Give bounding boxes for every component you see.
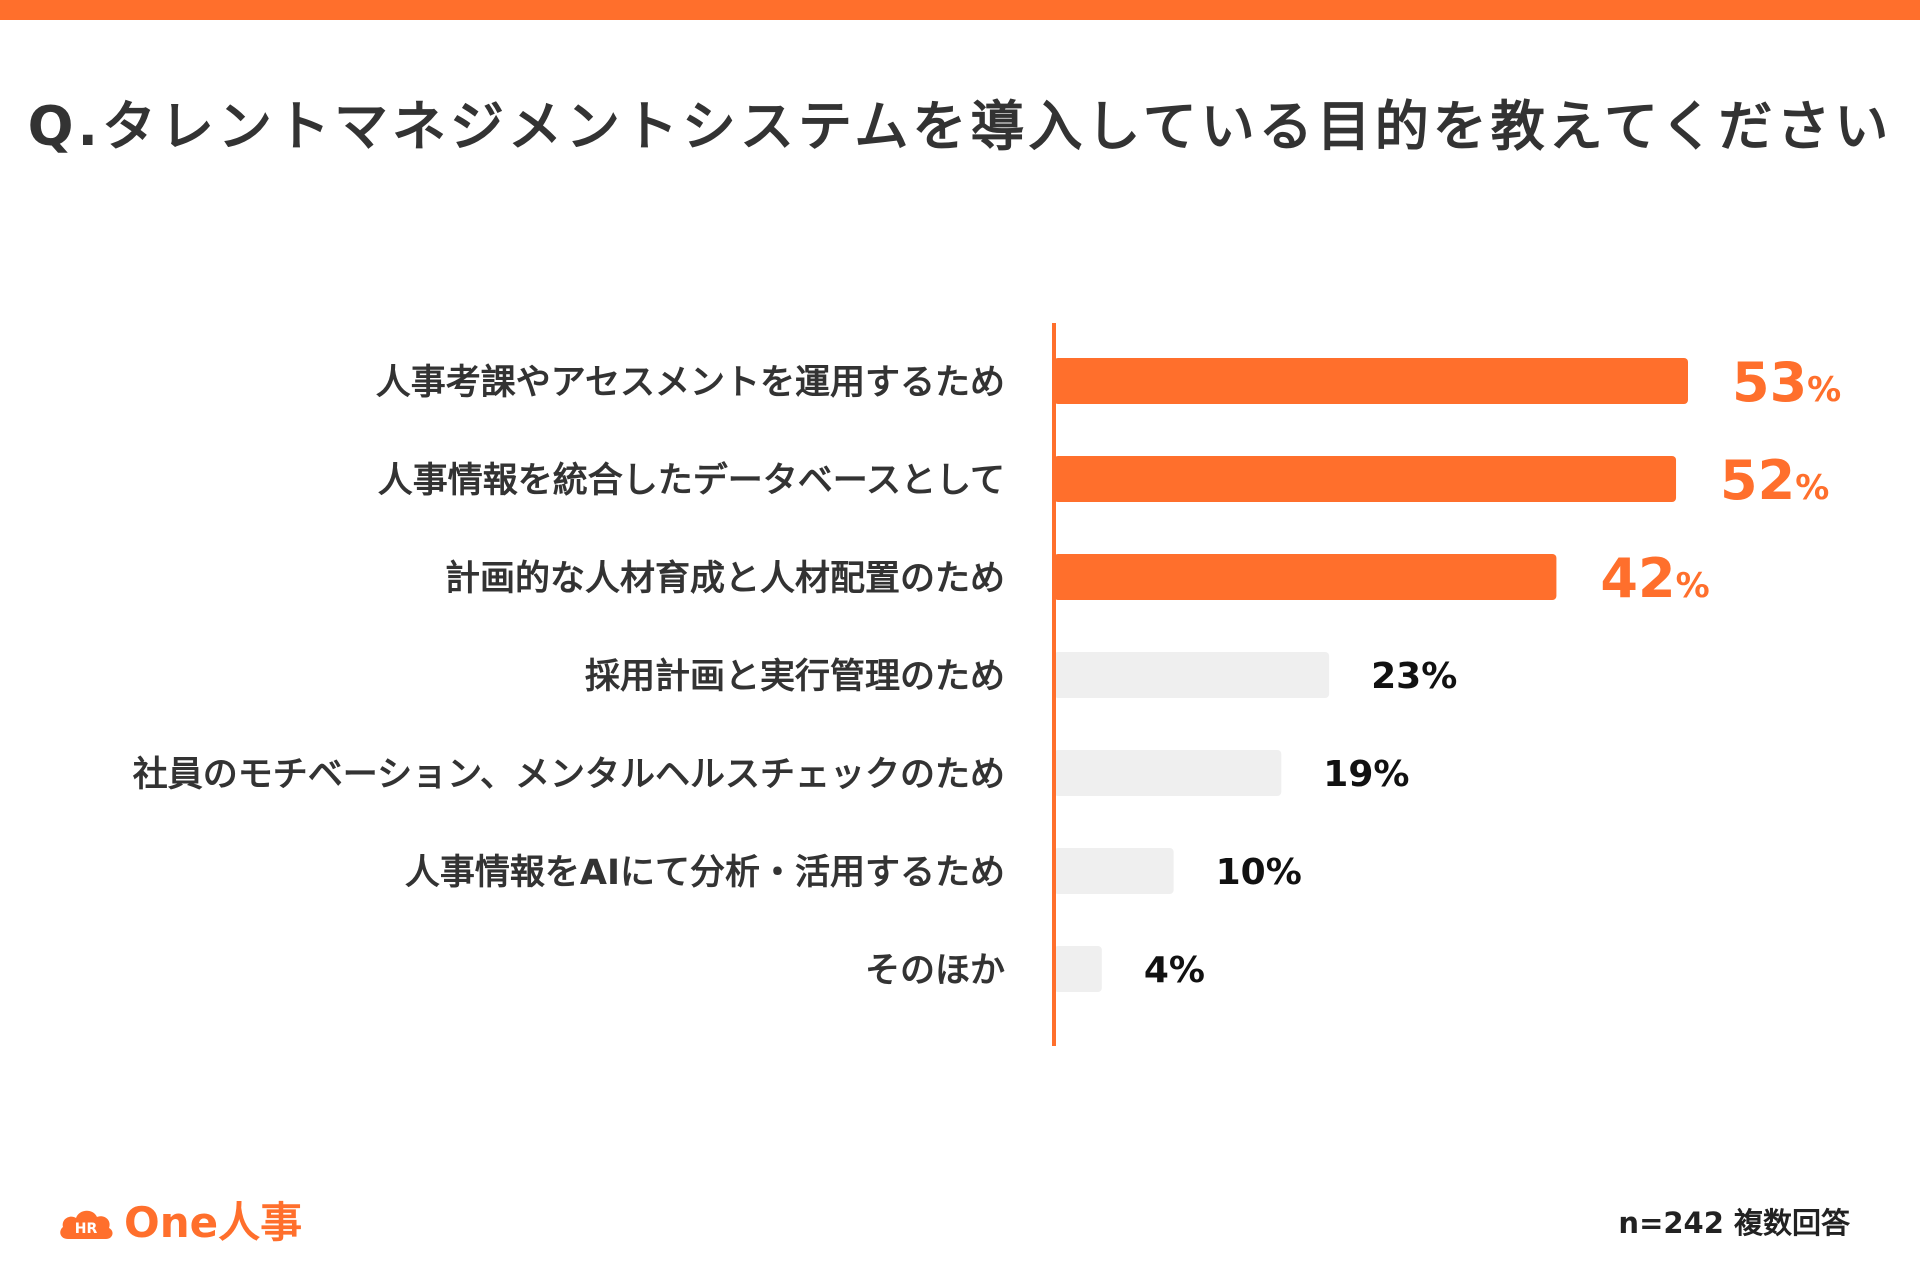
cloud-hr-icon: HR bbox=[60, 1210, 113, 1239]
category-label: 人事情報をAIにて分析・活用するため bbox=[405, 853, 1005, 893]
page-title: Q.タレントマネジメントシステムを導入している目的を教えてください bbox=[27, 95, 1893, 158]
value-label: 4% bbox=[1144, 950, 1205, 991]
value-label: 19% bbox=[1323, 754, 1409, 795]
bar bbox=[1054, 652, 1330, 698]
value-label: 53% bbox=[1732, 351, 1841, 414]
value-label: 42% bbox=[1600, 547, 1709, 610]
top-accent-bar bbox=[0, 0, 1920, 20]
bar bbox=[1054, 848, 1174, 894]
bar bbox=[1054, 358, 1688, 404]
category-label: 人事情報を統合したデータベースとして bbox=[378, 460, 1005, 501]
value-label: 52% bbox=[1720, 449, 1829, 512]
value-label: 23% bbox=[1371, 656, 1457, 697]
sample-size-footnote: n=242 複数回答 bbox=[1618, 1206, 1850, 1240]
bar bbox=[1054, 750, 1282, 796]
logo-badge: HR bbox=[75, 1221, 98, 1237]
category-label: そのほか bbox=[865, 951, 1005, 991]
category-label: 人事考課やアセスメントを運用するため bbox=[376, 363, 1005, 403]
category-label: 社員のモチベーション、メンタルヘルスチェックのため bbox=[133, 755, 1005, 795]
category-label: 採用計画と実行管理のため bbox=[585, 657, 1005, 697]
bar bbox=[1054, 554, 1557, 600]
value-label: 10% bbox=[1216, 852, 1302, 893]
bar bbox=[1054, 946, 1102, 992]
bar bbox=[1054, 456, 1677, 502]
brand-logo: HR One人事 bbox=[56, 1198, 302, 1248]
category-label: 計画的な人材育成と人材配置のため bbox=[445, 559, 1005, 599]
logo-text: One人事 bbox=[124, 1198, 303, 1247]
